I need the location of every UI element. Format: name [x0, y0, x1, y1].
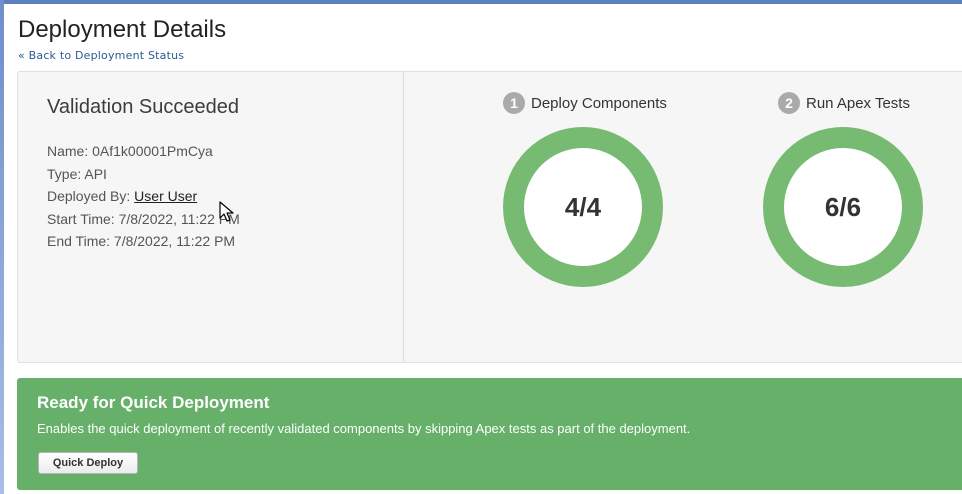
progress-count: 4/4: [524, 148, 642, 266]
step-header: 1 Deploy Components: [503, 92, 667, 114]
quick-deployment-title: Ready for Quick Deployment: [37, 393, 270, 412]
validation-status-heading: Validation Succeeded: [47, 96, 239, 118]
back-to-deployment-status-link[interactable]: « Back to Deployment Status: [18, 49, 185, 62]
progress-count: 6/6: [784, 148, 902, 266]
step-header: 2 Run Apex Tests: [778, 92, 910, 114]
panel-divider: [403, 72, 404, 362]
start-time-value: 7/8/2022, 11:22 PM: [118, 210, 240, 227]
window-left-edge: [0, 0, 4, 494]
info-end-time: End Time: 7/8/2022, 11:22 PM: [47, 230, 240, 253]
mouse-cursor-icon: [219, 201, 234, 222]
end-time-value: 7/8/2022, 11:22 PM: [113, 233, 236, 249]
page-title: Deployment Details: [18, 16, 227, 43]
deployed-by-user-link[interactable]: User User: [134, 188, 198, 204]
step-number-badge: 2: [778, 92, 800, 114]
name-value: 0Af1k00001PmCya: [92, 143, 213, 159]
name-label: Name:: [47, 143, 89, 159]
info-type: Type: API: [47, 163, 240, 186]
deployment-info-list: Name: 0Af1k00001PmCya Type: API Deployed…: [47, 140, 240, 253]
step-deploy-components: 1 Deploy Components: [503, 92, 667, 114]
deployed-by-label: Deployed By:: [47, 188, 131, 204]
start-time-label: Start Time:: [47, 210, 115, 227]
deployment-details-panel: Validation Succeeded Name: 0Af1k00001PmC…: [17, 71, 962, 363]
quick-deployment-panel: Ready for Quick Deployment Enables the q…: [17, 378, 962, 490]
info-start-time: Start Time: 7/8/2022, 11:22 PM: [47, 208, 240, 231]
window-top-edge: [0, 0, 962, 4]
step-number-badge: 1: [503, 92, 525, 114]
quick-deploy-button[interactable]: Quick Deploy: [38, 452, 138, 474]
quick-deployment-description: Enables the quick deployment of recently…: [37, 421, 691, 436]
run-apex-tests-progress-ring: 6/6: [763, 127, 923, 287]
end-time-label: End Time:: [47, 233, 111, 249]
info-deployed-by: Deployed By: User User: [47, 185, 240, 208]
step-title: Run Apex Tests: [806, 94, 910, 112]
type-value: API: [84, 165, 107, 182]
deploy-components-progress-ring: 4/4: [503, 127, 663, 287]
info-name: Name: 0Af1k00001PmCya: [47, 140, 240, 163]
type-label: Type:: [47, 165, 82, 182]
step-title: Deploy Components: [531, 94, 667, 112]
step-run-apex-tests: 2 Run Apex Tests: [778, 92, 910, 114]
